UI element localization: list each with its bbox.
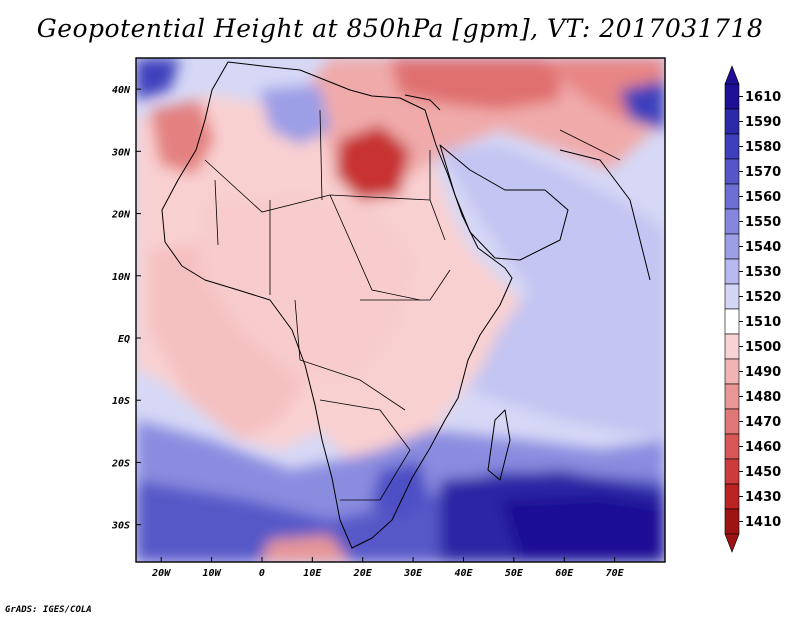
- colorbar-label: 1520: [745, 290, 781, 305]
- colorbar-swatch: [724, 108, 740, 135]
- colorbar-swatch: [724, 483, 740, 510]
- lon-tick-label: 10W: [203, 568, 222, 579]
- colorbar-label: 1560: [745, 190, 781, 205]
- colorbar-swatch: [724, 358, 740, 385]
- lat-tick-label: EQ: [118, 334, 130, 345]
- colorbar-swatch: [724, 408, 740, 435]
- lon-tick-label: 60E: [555, 568, 574, 579]
- colorbar-swatch: [724, 208, 740, 235]
- colorbar-label: 1480: [745, 390, 781, 405]
- height-field: [136, 58, 665, 562]
- lon-tick-label: 40E: [454, 568, 473, 579]
- colorbar-label: 1610: [745, 90, 781, 105]
- colorbar-swatch: [724, 183, 740, 210]
- map-frame: [135, 57, 666, 563]
- lon-tick-label: 30E: [403, 568, 423, 579]
- lat-tick-label: 40N: [112, 85, 131, 96]
- colorbar-swatch: [724, 333, 740, 360]
- lat-tick-label: 30N: [111, 147, 131, 158]
- country-borders: [204, 109, 621, 501]
- lon-tick-label: 20W: [151, 568, 171, 579]
- colorbar-swatch: [724, 158, 740, 185]
- lon-tick-label: 20E: [353, 568, 373, 579]
- colorbar-label: 1430: [745, 490, 781, 505]
- colorbar-label: 1580: [745, 140, 781, 155]
- colorbar-label: 1500: [745, 340, 781, 355]
- colorbar-label: 1450: [745, 465, 781, 480]
- colorbar-top-arrow: [724, 65, 740, 85]
- colorbar-swatch: [724, 133, 740, 160]
- colorbar-swatch: [724, 308, 740, 335]
- colorbar-swatch: [724, 383, 740, 410]
- colorbar: 1610 1590 1580 1570 1560 1550 1540 1530 1520 1510…: [724, 65, 781, 553]
- colorbar-swatch: [724, 283, 740, 310]
- colorbar-label: 1490: [745, 365, 781, 380]
- colorbar-swatch: [724, 458, 740, 485]
- colorbar-swatch: [724, 433, 740, 460]
- lat-tick-label: 30S: [111, 521, 130, 532]
- colorbar-swatch: [724, 233, 740, 260]
- colorbar-label: 1570: [745, 165, 781, 180]
- colorbar-swatch: [724, 258, 740, 285]
- credit-label: GrADS: IGES/COLA: [5, 605, 92, 615]
- colorbar-label: 1540: [745, 240, 781, 255]
- lat-tick-label: 20S: [111, 458, 130, 469]
- colorbar-label: 1590: [745, 115, 781, 130]
- lon-tick-label: 0: [259, 568, 265, 579]
- axis-ticks: 20W 10W 0 10E 20E 30E 40E 50E 60E 70E 40N 30N 20N 10N…: [111, 85, 625, 579]
- coastlines: [161, 61, 651, 549]
- lon-tick-label: 50E: [505, 568, 524, 579]
- lat-tick-label: 10N: [112, 272, 131, 283]
- colorbar-bottom-arrow: [724, 533, 740, 553]
- colorbar-label: 1510: [745, 315, 781, 330]
- colorbar-swatch: [724, 508, 740, 535]
- colorbar-swatch: [724, 83, 740, 110]
- lon-tick-label: 70E: [606, 568, 625, 579]
- lat-tick-label: 20N: [111, 210, 131, 221]
- colorbar-label: 1460: [745, 440, 781, 455]
- colorbar-label: 1530: [745, 265, 781, 280]
- colorbar-label: 1550: [745, 215, 781, 230]
- lat-tick-label: 10S: [112, 396, 130, 407]
- plot-title: Geopotential Height at 850hPa [gpm], VT:…: [36, 14, 764, 43]
- colorbar-label: 1410: [745, 515, 781, 530]
- lon-tick-label: 10E: [303, 568, 322, 579]
- colorbar-label: 1470: [745, 415, 781, 430]
